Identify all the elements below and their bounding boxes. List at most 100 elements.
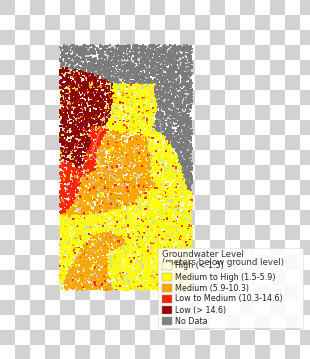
Point bbox=[141, 96, 146, 102]
Point bbox=[184, 144, 189, 149]
Point bbox=[82, 181, 87, 187]
Point bbox=[146, 165, 151, 171]
Point bbox=[160, 141, 165, 147]
Point bbox=[115, 76, 120, 81]
Point bbox=[83, 239, 88, 245]
Point bbox=[168, 80, 173, 86]
Point bbox=[173, 202, 178, 208]
Point bbox=[74, 160, 79, 166]
Point bbox=[88, 98, 93, 104]
Point bbox=[184, 48, 189, 54]
Point bbox=[86, 75, 91, 80]
Point bbox=[73, 274, 78, 280]
Point bbox=[166, 50, 171, 56]
Point bbox=[133, 146, 138, 152]
Point bbox=[174, 146, 179, 152]
Point bbox=[115, 194, 120, 200]
Point bbox=[96, 69, 101, 74]
Point bbox=[76, 266, 81, 271]
Point bbox=[62, 75, 67, 81]
Point bbox=[63, 52, 68, 58]
Point bbox=[154, 173, 159, 178]
Point bbox=[137, 67, 142, 73]
Point bbox=[162, 201, 167, 207]
Point bbox=[109, 194, 114, 199]
Point bbox=[134, 65, 139, 71]
Point bbox=[141, 226, 146, 232]
Point bbox=[114, 81, 119, 87]
Point bbox=[73, 120, 78, 126]
Point bbox=[137, 284, 142, 290]
Point bbox=[171, 235, 176, 241]
Point bbox=[139, 74, 144, 80]
Point bbox=[62, 148, 67, 154]
Point bbox=[189, 278, 194, 283]
Point bbox=[64, 277, 69, 283]
Point bbox=[82, 99, 87, 105]
Point bbox=[63, 212, 68, 218]
Point bbox=[101, 261, 106, 267]
Point bbox=[128, 69, 133, 75]
Point bbox=[128, 181, 133, 187]
Point bbox=[169, 159, 174, 164]
Point bbox=[162, 102, 167, 108]
Point bbox=[106, 161, 111, 167]
Point bbox=[184, 245, 188, 251]
Point bbox=[162, 185, 167, 191]
Point bbox=[110, 185, 115, 191]
Point bbox=[167, 172, 172, 177]
Point bbox=[145, 219, 150, 225]
Point bbox=[78, 210, 83, 215]
Point bbox=[85, 257, 90, 263]
Point bbox=[170, 136, 175, 142]
Point bbox=[143, 259, 148, 265]
Point bbox=[181, 195, 186, 201]
Point bbox=[71, 45, 76, 51]
Point bbox=[170, 245, 175, 251]
Point bbox=[186, 236, 191, 242]
Point bbox=[187, 118, 192, 124]
Point bbox=[170, 245, 175, 251]
Point bbox=[86, 74, 91, 79]
Point bbox=[77, 180, 82, 186]
Point bbox=[75, 181, 80, 187]
Point bbox=[108, 61, 113, 66]
Point bbox=[115, 97, 120, 103]
Point bbox=[99, 218, 104, 224]
Point bbox=[169, 204, 174, 210]
Point bbox=[61, 211, 66, 216]
Point bbox=[152, 72, 157, 78]
Point bbox=[109, 46, 114, 51]
Point bbox=[123, 128, 128, 134]
Point bbox=[123, 213, 128, 219]
Point bbox=[140, 228, 144, 234]
Point bbox=[177, 216, 182, 222]
Point bbox=[64, 277, 69, 283]
Point bbox=[69, 134, 74, 139]
Point bbox=[162, 168, 167, 173]
Point bbox=[99, 91, 104, 97]
Point bbox=[104, 59, 109, 65]
Point bbox=[60, 216, 64, 222]
Point bbox=[83, 115, 88, 121]
Point bbox=[90, 145, 95, 150]
Point bbox=[71, 143, 76, 148]
Point bbox=[126, 72, 131, 78]
Point bbox=[115, 221, 120, 227]
Point bbox=[75, 247, 80, 253]
Point bbox=[167, 72, 172, 78]
Point bbox=[125, 115, 130, 120]
Point bbox=[61, 182, 66, 187]
Point bbox=[109, 107, 114, 112]
Point bbox=[85, 67, 90, 73]
Point bbox=[150, 281, 155, 287]
Point bbox=[150, 167, 155, 173]
Point bbox=[115, 158, 120, 164]
Point bbox=[89, 201, 94, 207]
Point bbox=[73, 99, 78, 105]
Point bbox=[58, 193, 63, 199]
Point bbox=[178, 106, 183, 112]
Point bbox=[69, 162, 74, 167]
Point bbox=[169, 47, 174, 52]
Point bbox=[95, 106, 100, 111]
